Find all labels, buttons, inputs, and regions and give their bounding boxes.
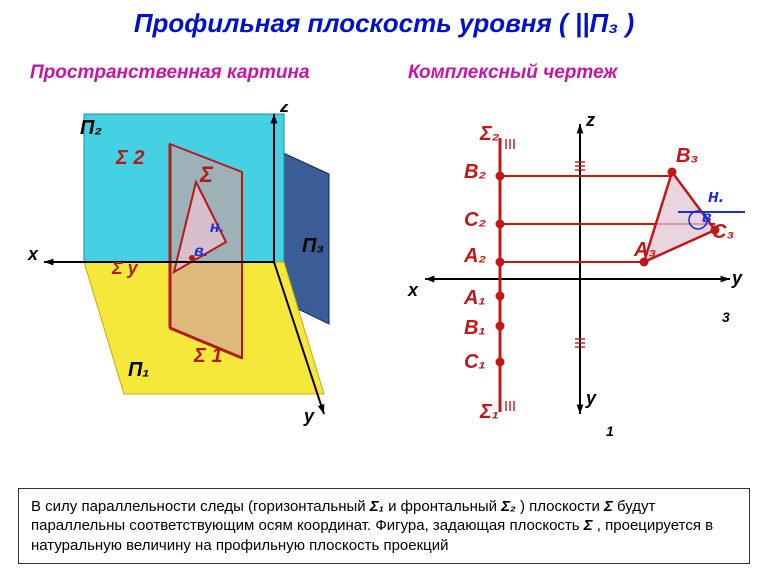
svg-text:Σ 1: Σ 1 [193, 345, 223, 367]
svg-text:z: z [585, 110, 595, 130]
svg-text:Σ 2: Σ 2 [115, 147, 145, 169]
scene-3d: П₂ П₃ П₁ Σ Σ 2 Σ y Σ 1 н.в. z x y [24, 104, 354, 444]
svg-text:в.: в. [194, 243, 208, 260]
svg-text:C₁: C₁ [464, 351, 485, 373]
svg-text:в: в [702, 209, 712, 226]
svg-text:Σ: Σ [199, 162, 214, 187]
svg-text:Σ₂: Σ₂ [479, 123, 500, 145]
scene-complex: Σ₂ Σ₁ B₂ C₂ A₂ A₁ B₁ C₁ A₃ B₃ C₃ н. в z x y y 3 1 [400, 104, 760, 449]
svg-text:B₃: B₃ [676, 145, 698, 167]
svg-text:A₃: A₃ [633, 239, 656, 261]
svg-text:x: x [407, 280, 419, 300]
svg-text:B₂: B₂ [464, 161, 486, 183]
svg-text:A₂: A₂ [463, 245, 486, 267]
svg-text:Σ y: Σ y [111, 258, 139, 278]
svg-text:П₁: П₁ [128, 359, 149, 381]
svg-text:C₃: C₃ [712, 221, 734, 243]
page-title: Профильная плоскость уровня ( ||П₃ ) [0, 8, 768, 39]
svg-text:н.: н. [210, 219, 224, 236]
svg-text:Σ₁: Σ₁ [479, 401, 499, 423]
svg-text:П₃: П₃ [302, 235, 324, 257]
svg-text:y: y [585, 388, 597, 408]
svg-text:C₂: C₂ [464, 209, 486, 231]
svg-text:y: y [303, 406, 315, 426]
caption-left: Пространственная картина [30, 62, 310, 84]
svg-text:1: 1 [606, 423, 614, 439]
svg-text:н.: н. [708, 186, 724, 206]
svg-text:y: y [731, 268, 743, 288]
svg-text:A₁: A₁ [463, 287, 485, 309]
svg-text:П₂: П₂ [80, 117, 102, 139]
svg-text:x: x [27, 244, 39, 264]
svg-text:B₁: B₁ [464, 317, 485, 339]
svg-text:3: 3 [722, 309, 730, 325]
svg-text:z: z [279, 104, 289, 116]
caption-right: Комплексный чертеж [408, 62, 617, 84]
footer-text: В силу параллельности следы (горизонталь… [18, 488, 750, 565]
